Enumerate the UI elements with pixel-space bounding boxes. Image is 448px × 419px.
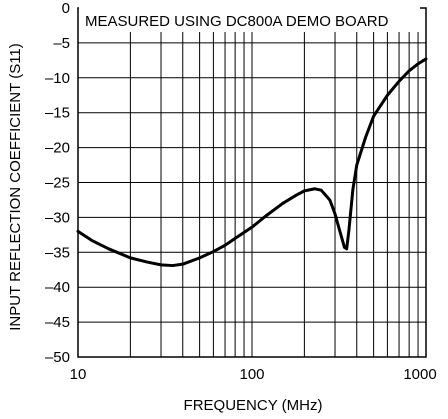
y-tick-labels: 0 –5 –10 –15 –20 –25 –30 –35 –40 –45 –50	[45, 0, 70, 366]
y-tick-label: –45	[45, 314, 70, 331]
y-tick-label: –30	[45, 209, 70, 226]
x-axis-label: FREQUENCY (MHz)	[184, 397, 323, 414]
x-tick-label: 1000	[403, 366, 436, 383]
y-tick-label: –50	[45, 349, 70, 366]
y-tick-label: –10	[45, 70, 70, 87]
x-tick-label: 100	[239, 366, 264, 383]
y-tick-label: –5	[53, 35, 70, 52]
y-tick-label: –35	[45, 244, 70, 261]
y-tick-label: –40	[45, 279, 70, 296]
x-tick-labels: 10 100 1000	[70, 366, 437, 383]
y-tick-label: –20	[45, 140, 70, 157]
grid	[78, 8, 426, 357]
y-tick-label: 0	[62, 0, 70, 17]
x-tick-label: 10	[70, 366, 87, 383]
y-axis-label: INPUT REFLECTION COEFFICIENT (S11)	[7, 43, 24, 331]
y-tick-label: –15	[45, 105, 70, 122]
y-tick-label: –25	[45, 175, 70, 192]
chart-annotation: MEASURED USING DC800A DEMO BOARD	[85, 13, 389, 30]
